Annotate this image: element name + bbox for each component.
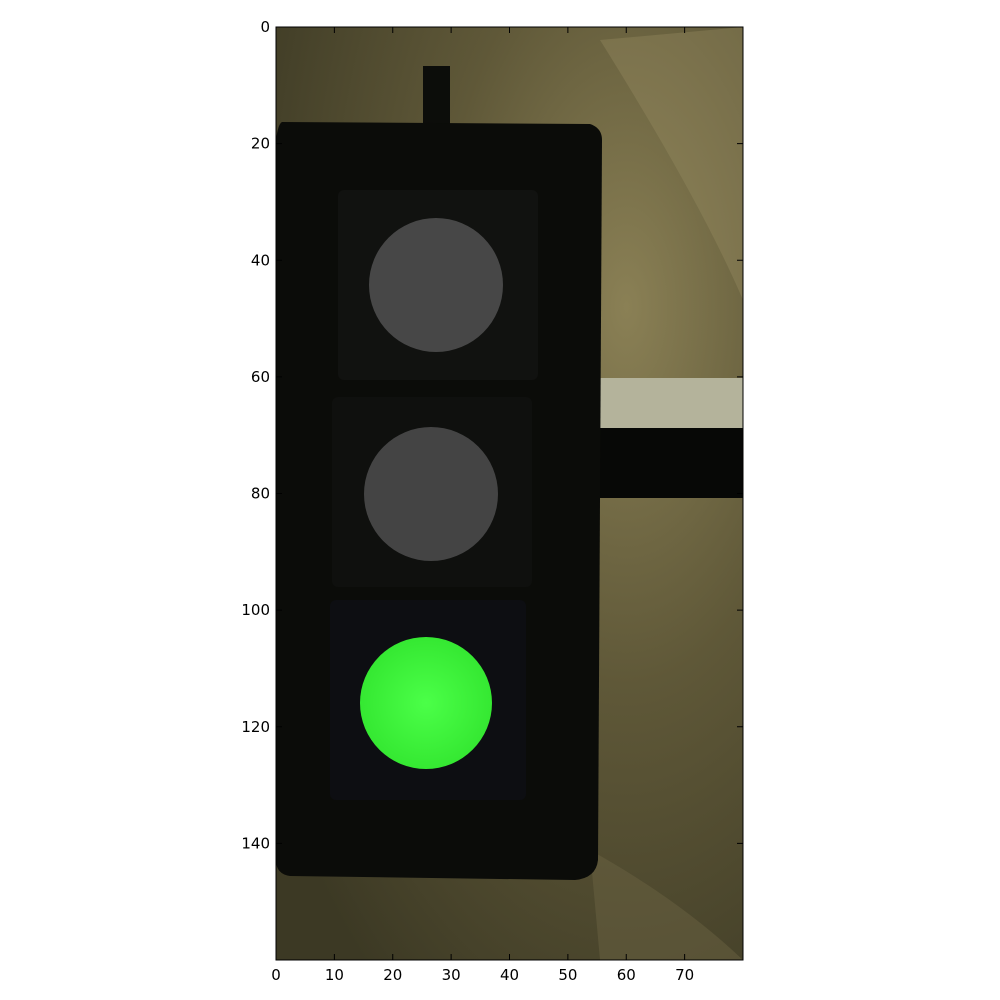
- lamp-green-on: [360, 637, 492, 769]
- x-tick-label: 40: [500, 966, 519, 984]
- wall-texture: [600, 27, 743, 300]
- photo: [276, 27, 743, 960]
- wall-texture-lower: [590, 850, 743, 960]
- x-axis-ticks: 0 10 20 30 40 50 60 70: [271, 27, 694, 984]
- x-tick-label: 10: [325, 966, 344, 984]
- x-tick-label: 60: [617, 966, 636, 984]
- pole-arm-dark: [585, 428, 743, 498]
- lamp-red-off: [369, 218, 503, 352]
- y-tick-label: 120: [241, 718, 270, 736]
- x-tick-label: 20: [383, 966, 402, 984]
- y-tick-label: 60: [251, 368, 270, 386]
- lamp-yellow-off: [364, 427, 498, 561]
- y-tick-label: 100: [241, 601, 270, 619]
- pole-arm-light: [598, 378, 743, 430]
- y-tick-label: 20: [251, 135, 270, 153]
- y-tick-label: 80: [251, 485, 270, 503]
- y-axis-ticks: 0 20 40 60 80 100 120 140: [241, 18, 743, 852]
- y-tick-label: 140: [241, 834, 270, 852]
- y-tick-label: 40: [251, 251, 270, 269]
- x-tick-label: 50: [558, 966, 577, 984]
- y-tick-label: 0: [260, 18, 270, 36]
- x-tick-label: 30: [442, 966, 461, 984]
- x-tick-label: 70: [675, 966, 694, 984]
- x-tick-label: 0: [271, 966, 281, 984]
